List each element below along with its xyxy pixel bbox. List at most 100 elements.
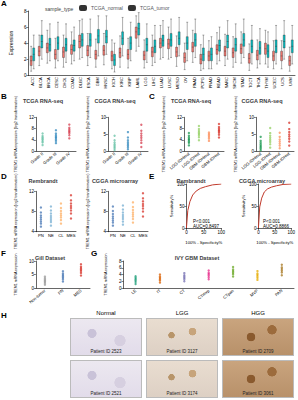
- svg-text:CGGA RNA-seq: CGGA RNA-seq: [241, 98, 282, 104]
- svg-text:4: 4: [103, 229, 106, 234]
- svg-text:SKCM: SKCM: [232, 77, 237, 89]
- svg-text:STAD: STAD: [240, 77, 245, 87]
- svg-text:CHOL: CHOL: [62, 76, 67, 88]
- svg-text:TCGA_normal: TCGA_normal: [91, 5, 123, 11]
- svg-text:CGGA microarray: CGGA microarray: [239, 178, 286, 184]
- svg-text:0: 0: [251, 149, 254, 154]
- svg-text:LAML: LAML: [135, 76, 140, 87]
- svg-text:10: 10: [29, 259, 35, 264]
- svg-text:Rembrandt: Rembrandt: [28, 178, 57, 184]
- svg-text:KIRC: KIRC: [119, 77, 124, 87]
- svg-text:PCPG: PCPG: [200, 77, 205, 88]
- svg-text:BLCA: BLCA: [38, 77, 43, 88]
- svg-text:THYM: THYM: [264, 77, 269, 88]
- svg-text:4: 4: [31, 137, 34, 142]
- svg-text:Sensitivity%: Sensitivity%: [169, 194, 174, 217]
- svg-text:12: 12: [177, 115, 183, 120]
- svg-text:CT: CT: [178, 288, 186, 296]
- svg-text:50: 50: [272, 230, 278, 235]
- svg-text:GBM: GBM: [95, 77, 100, 86]
- svg-text:0: 0: [257, 230, 260, 235]
- svg-text:MES: MES: [72, 288, 82, 298]
- svg-text:CGGA RNA-seq: CGGA RNA-seq: [94, 98, 135, 104]
- svg-text:THCA: THCA: [256, 77, 261, 88]
- svg-text:MESO: MESO: [175, 77, 180, 89]
- svg-text:TREM1 mRNA expression (log2 tr: TREM1 mRNA expression (log2 transformati…: [14, 96, 18, 172]
- svg-text:8: 8: [179, 126, 182, 131]
- svg-text:CL: CL: [58, 233, 64, 238]
- svg-text:0: 0: [103, 149, 106, 154]
- svg-text:12: 12: [29, 115, 35, 120]
- svg-text:TREM1 mRNA expression (log2 tr: TREM1 mRNA expression (log2 transformati…: [86, 173, 90, 249]
- svg-text:100: 100: [287, 230, 295, 235]
- svg-text:2: 2: [24, 57, 27, 62]
- svg-text:0: 0: [179, 149, 182, 154]
- svg-text:CTmvp: CTmvp: [197, 288, 211, 301]
- svg-text:50: 50: [251, 204, 257, 209]
- svg-text:100% - Specificity%: 100% - Specificity%: [256, 240, 293, 245]
- svg-text:NE: NE: [120, 233, 126, 238]
- svg-text:PRAD: PRAD: [208, 77, 213, 88]
- svg-text:GBM-IDHwt: GBM-IDHwt: [200, 151, 221, 170]
- svg-text:HNSC: HNSC: [103, 77, 108, 88]
- svg-text:PN: PN: [110, 233, 116, 238]
- svg-text:10: 10: [101, 115, 107, 120]
- svg-text:ACC: ACC: [30, 77, 35, 86]
- svg-text:Grade IV: Grade IV: [127, 151, 143, 166]
- svg-text:TREM1 mRNA expression: TREM1 mRNA expression: [104, 254, 108, 296]
- svg-text:KIRP: KIRP: [127, 77, 132, 87]
- svg-text:Sensitivity%: Sensitivity%: [241, 194, 246, 217]
- svg-text:CESC: CESC: [54, 77, 59, 88]
- svg-text:sample_type: sample_type: [45, 6, 74, 12]
- svg-text:PN: PN: [38, 233, 44, 238]
- svg-text:4: 4: [31, 229, 34, 234]
- svg-text:10: 10: [249, 115, 255, 120]
- svg-text:0: 0: [24, 73, 27, 78]
- svg-text:ESCA: ESCA: [86, 77, 91, 88]
- svg-text:MES: MES: [138, 233, 147, 238]
- svg-text:OV: OV: [183, 77, 188, 83]
- svg-text:100% - Specificity%: 100% - Specificity%: [185, 240, 222, 245]
- svg-text:TCGA RNA-seq: TCGA RNA-seq: [171, 98, 211, 104]
- svg-text:8: 8: [31, 209, 34, 214]
- svg-text:6: 6: [24, 25, 27, 30]
- svg-text:SARC: SARC: [224, 77, 229, 88]
- svg-text:GBM-IDHwt: GBM-IDHwt: [271, 151, 292, 170]
- svg-text:2: 2: [119, 279, 122, 284]
- svg-text:LGG: LGG: [143, 77, 148, 85]
- svg-text:0: 0: [185, 230, 188, 235]
- svg-text:UVM: UVM: [288, 77, 293, 86]
- svg-text:50: 50: [201, 230, 207, 235]
- svg-text:0: 0: [31, 286, 34, 291]
- svg-text:5: 5: [103, 132, 106, 137]
- svg-text:5: 5: [251, 132, 254, 137]
- svg-text:MES: MES: [66, 233, 75, 238]
- svg-text:LE: LE: [130, 288, 137, 295]
- svg-text:LIHC: LIHC: [151, 77, 156, 86]
- svg-text:0: 0: [31, 149, 34, 154]
- svg-text:TREM1 mRNA expression (log2 tr: TREM1 mRNA expression (log2 transformati…: [234, 96, 238, 172]
- svg-text:TREM1 mRNA expression: TREM1 mRNA expression: [14, 254, 18, 296]
- svg-text:BRCA: BRCA: [46, 77, 51, 88]
- svg-text:8: 8: [103, 209, 106, 214]
- svg-text:KICH: KICH: [111, 77, 116, 87]
- svg-text:PN: PN: [57, 288, 65, 296]
- svg-text:IVY GBM Dataset: IVY GBM Dataset: [175, 255, 220, 261]
- svg-text:NE: NE: [48, 233, 54, 238]
- svg-text:UCEC: UCEC: [272, 77, 277, 88]
- svg-text:DLBC: DLBC: [78, 77, 83, 88]
- svg-text:5: 5: [31, 272, 34, 277]
- svg-text:6: 6: [119, 265, 122, 270]
- svg-text:TGCT: TGCT: [248, 77, 253, 88]
- svg-text:50: 50: [179, 204, 185, 209]
- svg-text:8: 8: [31, 126, 34, 131]
- svg-text:Non-tumor: Non-tumor: [28, 288, 47, 305]
- svg-text:12: 12: [101, 189, 107, 194]
- svg-text:12: 12: [29, 189, 35, 194]
- svg-text:READ: READ: [216, 77, 221, 88]
- svg-text:COAD: COAD: [70, 77, 75, 89]
- svg-text:CL: CL: [130, 233, 136, 238]
- svg-text:4: 4: [179, 137, 182, 142]
- svg-text:8: 8: [24, 9, 27, 14]
- svg-text:Grade IV: Grade IV: [55, 151, 71, 166]
